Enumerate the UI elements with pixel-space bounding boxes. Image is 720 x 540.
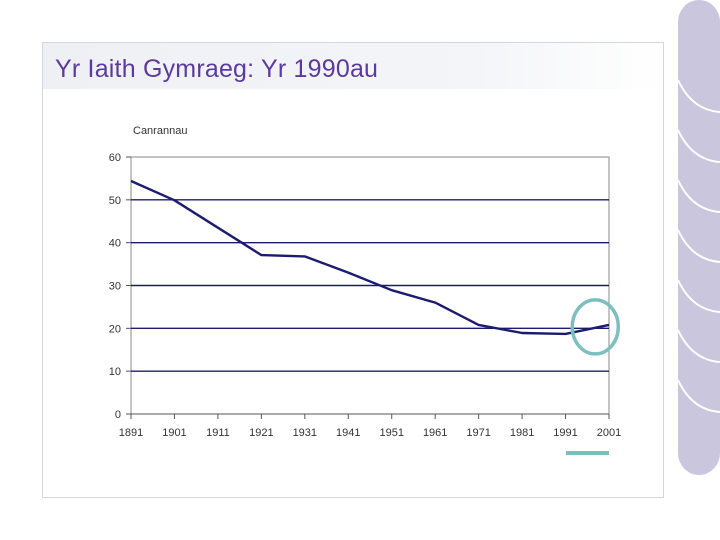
y-axis-label: Canrannau <box>133 125 187 137</box>
slide-title: Yr Iaith Gymraeg: Yr 1990au <box>55 55 379 83</box>
x-tick-label: 1941 <box>336 427 360 439</box>
x-tick-label: 1951 <box>379 427 403 439</box>
highlight-circle <box>570 298 621 356</box>
x-tick-label: 2001 <box>597 427 621 439</box>
y-tick-label: 60 <box>109 152 121 164</box>
y-tick-label: 30 <box>109 281 121 293</box>
y-tick-label: 20 <box>109 323 121 335</box>
series-line <box>130 179 610 336</box>
y-tick-label: 50 <box>109 195 121 207</box>
side-decoration <box>677 0 720 475</box>
x-tick-label: 1901 <box>162 427 186 439</box>
x-tick-label: 1911 <box>206 427 230 439</box>
x-tick-label: 1961 <box>423 427 447 439</box>
y-tick-label: 10 <box>109 366 121 378</box>
x-tick-label: 1971 <box>466 427 490 439</box>
y-tick-label: 40 <box>109 238 121 250</box>
x-tick-label: 1981 <box>510 427 534 439</box>
highlight-bar <box>566 451 609 455</box>
x-tick-label: 1921 <box>249 427 273 439</box>
title-bar: Yr Iaith Gymraeg: Yr 1990au <box>43 43 663 89</box>
y-tick-label: 0 <box>115 409 121 421</box>
x-tick-label: 1891 <box>119 427 143 439</box>
x-tick-label: 1931 <box>293 427 317 439</box>
x-tick-label: 1991 <box>553 427 577 439</box>
